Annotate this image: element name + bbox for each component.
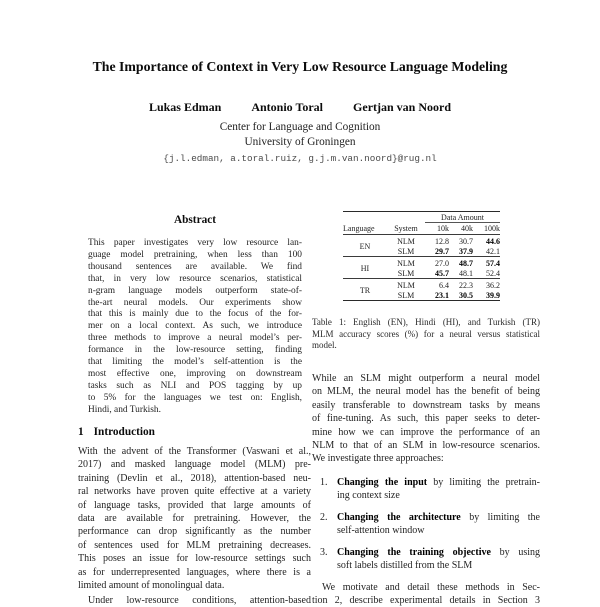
table-row: HI NLM 27.0 48.7 57.4 xyxy=(343,256,500,279)
list-number: 2. xyxy=(320,512,328,523)
col-header-language: Language xyxy=(343,223,375,233)
language-label: TR xyxy=(343,278,387,301)
col-header-40k: 40k xyxy=(461,224,473,233)
abstract-heading: Abstract xyxy=(173,214,217,226)
table-group-header: Data Amount xyxy=(425,211,500,223)
introduction-paragraph-1: With the advent of the Transformer (Vasw… xyxy=(78,446,311,592)
language-label: EN xyxy=(343,234,387,257)
author-emails: {j.l.edman, a.toral.ruiz, g.j.m.van.noor… xyxy=(163,153,437,164)
closing-paragraph-line: We motivate and detail these methods in … xyxy=(322,582,540,593)
affiliation-institute: Center for Language and Cognition xyxy=(219,121,381,133)
author-name: Lukas Edman xyxy=(148,100,222,114)
language-label: HI xyxy=(343,256,387,279)
list-number: 1. xyxy=(320,477,328,488)
introduction-paragraph-2-clipped: Under low-resource conditions, attention… xyxy=(88,595,311,606)
section-heading-introduction: 1 Introduction xyxy=(78,426,311,438)
affiliation-university: University of Groningen xyxy=(244,136,356,148)
table-row: TR NLM 6.4 22.3 36.2 xyxy=(343,278,500,301)
closing-paragraph-clipped: tion 2, describe experimental details in… xyxy=(312,595,540,606)
table-row: EN NLM 12.8 30.7 44.6 xyxy=(343,234,500,257)
results-table: Data Amount Language System 10k 40k 100k… xyxy=(343,211,500,301)
list-item-2: 2. Changing the architecture by limiting… xyxy=(320,512,540,537)
left-column: Abstract This paper investigates very lo… xyxy=(78,0,311,606)
author-name: Antonio Toral xyxy=(251,100,324,114)
section-title: Introduction xyxy=(93,426,155,438)
col-header-system: System xyxy=(394,223,418,233)
abstract-text: This paper investigates very low resourc… xyxy=(88,238,302,415)
right-column: Data Amount Language System 10k 40k 100k… xyxy=(312,0,541,606)
col-header-10k: 10k xyxy=(437,224,449,233)
table-1-caption: Table 1: English (EN), Hindi (HI), and T… xyxy=(312,317,540,351)
table-group-header-row: Data Amount xyxy=(343,211,500,223)
paper-title: The Importance of Context in Very Low Re… xyxy=(92,59,508,74)
author-name: Gertjan van Noord xyxy=(353,100,452,114)
table-row: SLM 29.7 37.9 42.1 xyxy=(397,246,500,256)
section-number: 1 xyxy=(78,426,84,438)
table-1: Data Amount Language System 10k 40k 100k… xyxy=(343,211,500,301)
list-bold-lead: Changing the input xyxy=(337,477,428,488)
list-item-3: 3. Changing the training objective by us… xyxy=(320,547,541,572)
list-bold-lead: Changing the training objective xyxy=(337,547,491,558)
list-bold-lead: Changing the architecture xyxy=(337,512,461,523)
table-column-header-row: Language System 10k 40k 100k xyxy=(343,223,500,235)
author-list: Lukas Edman Antonio Toral Gertjan van No… xyxy=(0,100,600,115)
body-paragraph: While an SLM might outperform a neural m… xyxy=(312,373,540,465)
list-number: 3. xyxy=(320,547,328,558)
col-header-100k: 100k xyxy=(484,224,500,233)
list-item-1: 1. Changing the input by limiting the pr… xyxy=(320,477,541,502)
table-row: SLM 23.1 30.5 39.9 xyxy=(397,290,500,300)
table-row: SLM 45.7 48.1 52.4 xyxy=(397,268,500,278)
